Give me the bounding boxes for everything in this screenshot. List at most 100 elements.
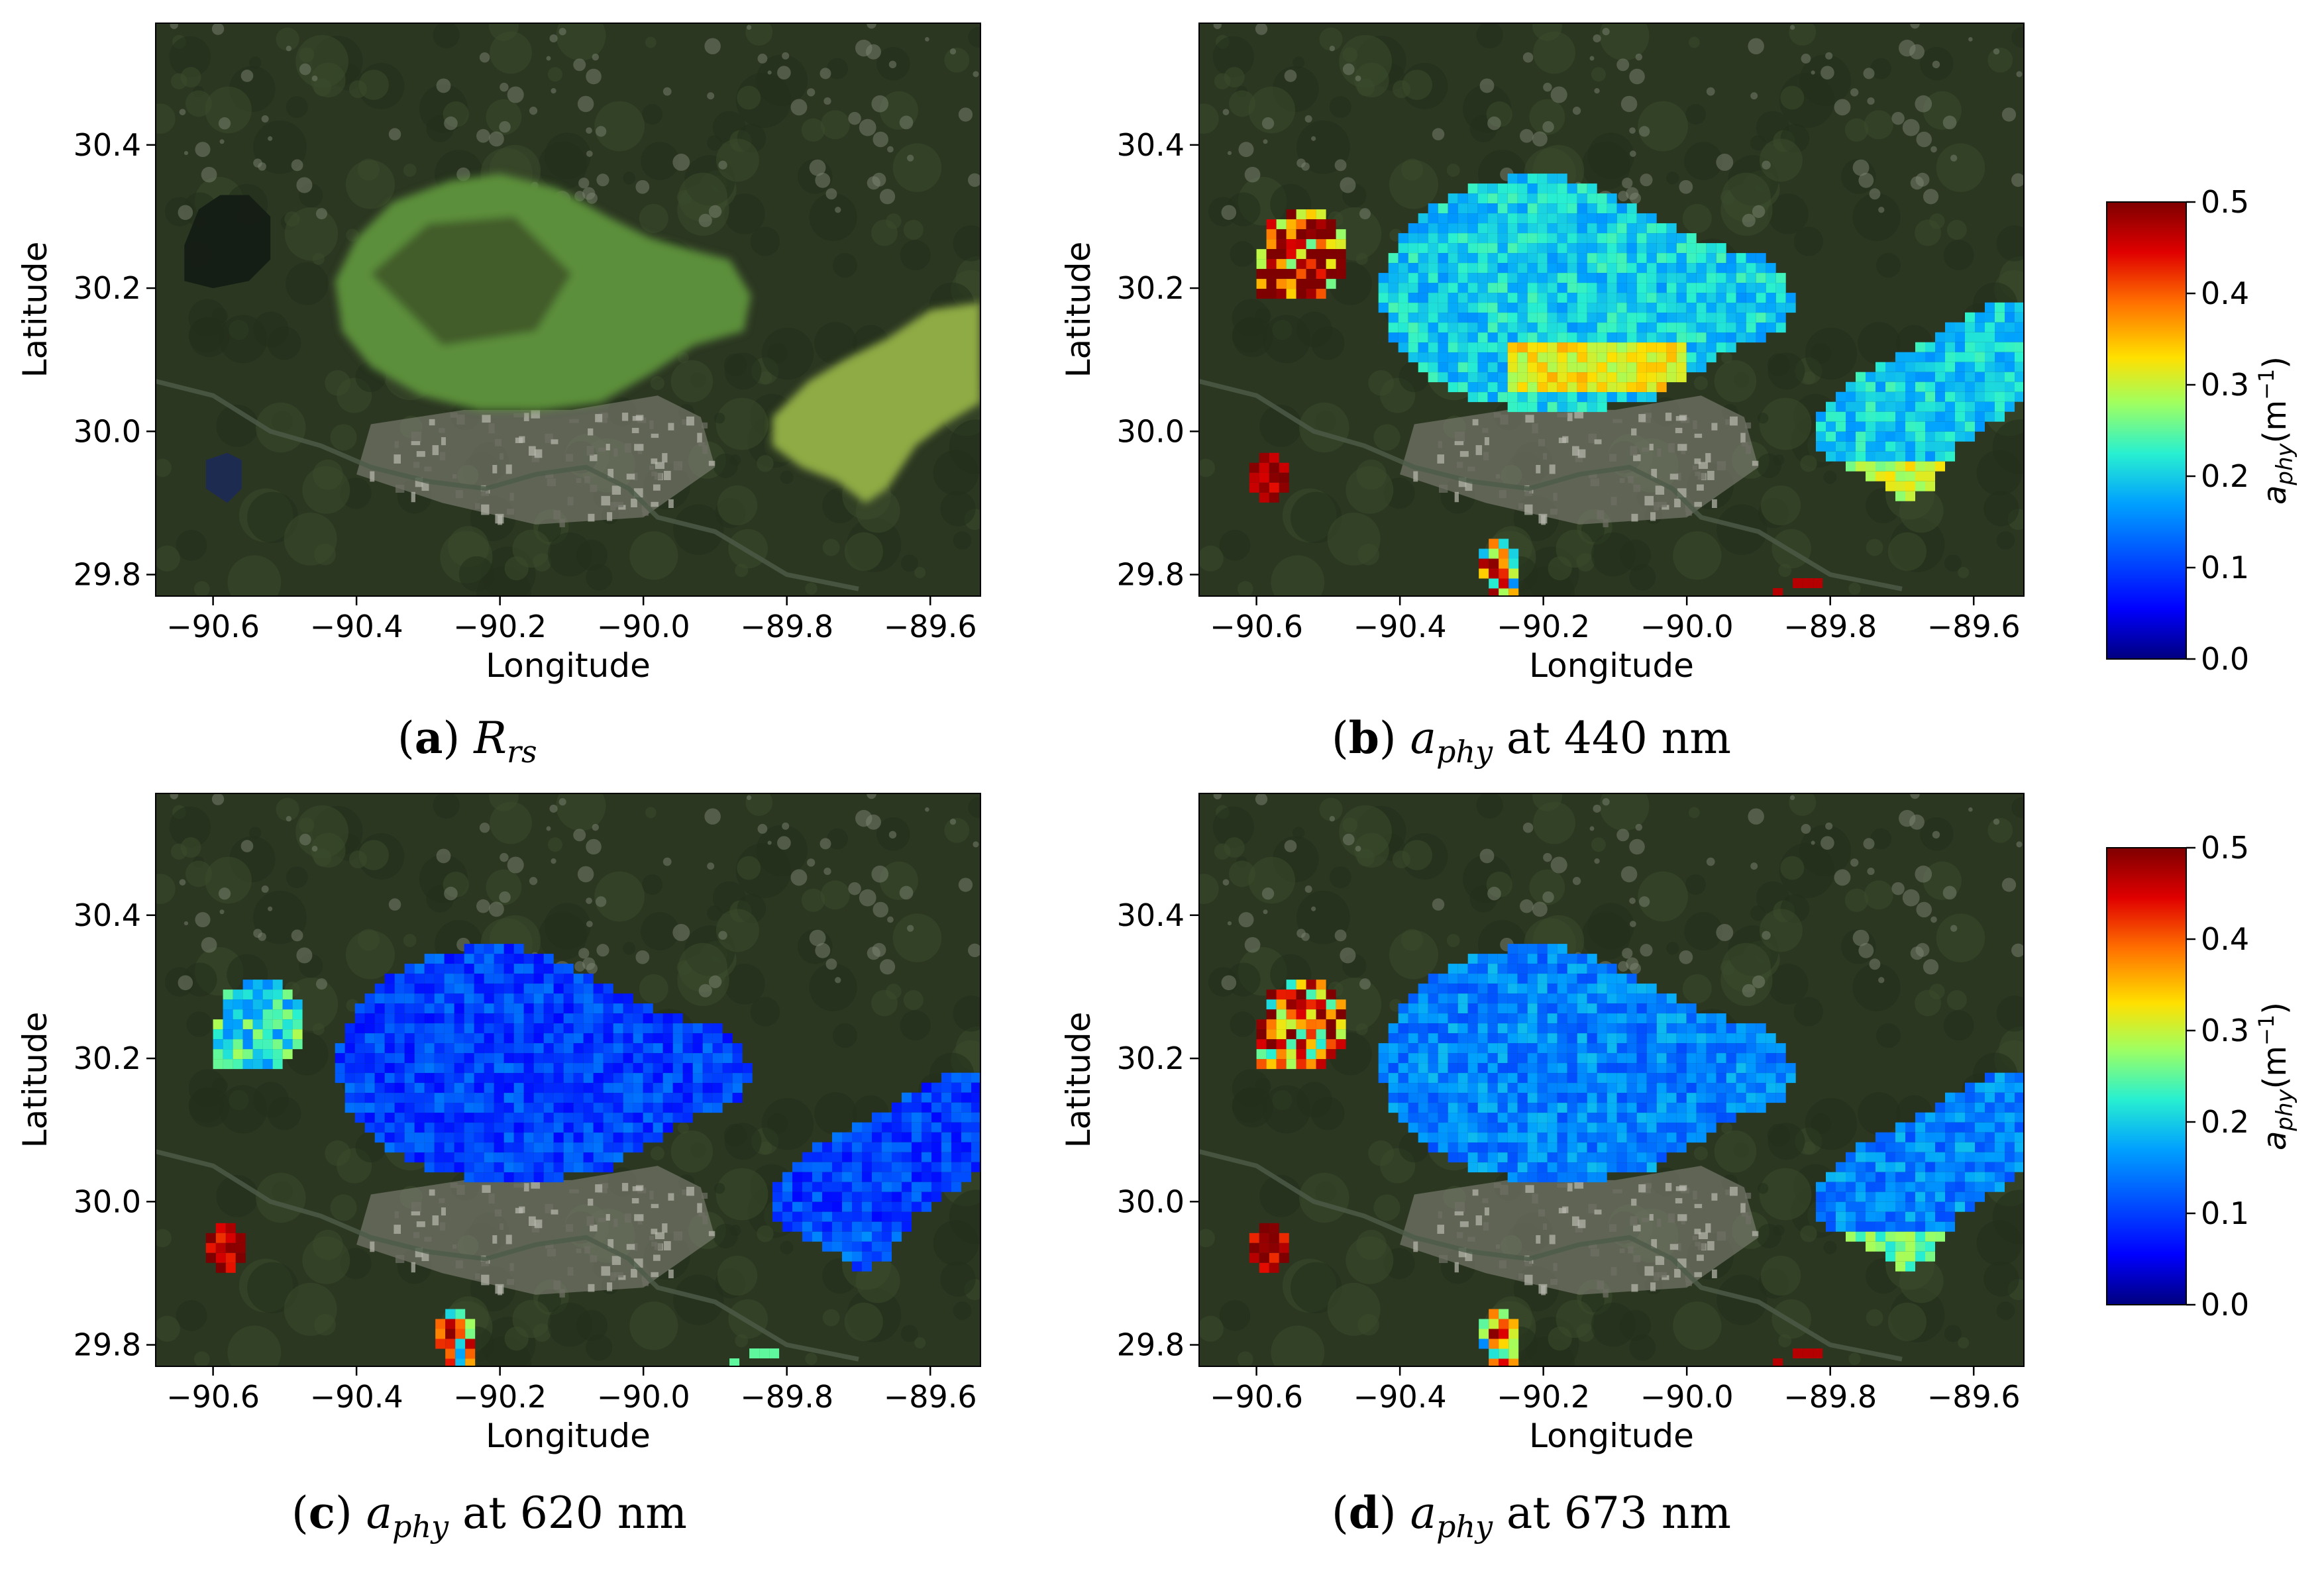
pixel-cell	[613, 1152, 623, 1163]
land-texture	[1296, 120, 1350, 174]
pixel-cell	[1477, 193, 1488, 204]
pixel-cell	[1448, 293, 1458, 303]
pixel-cell	[543, 1123, 554, 1133]
pixel-cell	[1497, 233, 1508, 244]
town	[1867, 867, 1875, 876]
pixel-cell	[1905, 372, 1915, 382]
pixel-cell	[1696, 1103, 1707, 1113]
pixel-cell	[494, 964, 504, 974]
pixel-cell	[223, 1029, 233, 1040]
pixel-cell	[902, 1092, 912, 1103]
land-texture	[504, 556, 529, 581]
pixel-cell	[1438, 273, 1448, 283]
pixel-cell	[682, 1053, 693, 1064]
pixel-cell	[802, 1211, 812, 1222]
pixel-cell	[454, 1083, 464, 1093]
town	[195, 142, 211, 158]
urban-texture	[396, 484, 405, 493]
land-texture	[1224, 837, 1245, 858]
pixel-cell	[653, 1043, 663, 1054]
pixel-cell	[1316, 219, 1326, 230]
pixel-cell	[1656, 342, 1667, 353]
pixel-cell	[1656, 233, 1667, 244]
land-texture	[252, 311, 289, 348]
pixel-cell	[1487, 273, 1498, 283]
pixel-cell	[583, 1013, 594, 1024]
pixel-cell	[1306, 1029, 1316, 1040]
pixel-cell	[1457, 303, 1468, 313]
urban-texture	[649, 1190, 654, 1200]
pixel-cell	[1706, 342, 1717, 353]
pixel-cell	[1636, 993, 1647, 1004]
pixel-cell	[1276, 279, 1287, 289]
pixel-cell	[533, 974, 544, 984]
pixel-cell	[1706, 1013, 1717, 1024]
land-texture	[1476, 793, 1503, 819]
pixel-cell	[912, 1112, 922, 1123]
urban-texture	[588, 1198, 594, 1206]
land-texture	[357, 929, 380, 951]
pixel-cell	[1507, 263, 1518, 274]
pixel-cell	[951, 1102, 961, 1113]
pixel-cell	[464, 1013, 474, 1024]
pixel-cell	[503, 974, 514, 984]
town	[899, 886, 914, 900]
pixel-cell	[1547, 243, 1558, 254]
pixel-cell	[1676, 1013, 1687, 1024]
pixel-cell	[513, 974, 524, 984]
pixel-cell	[1905, 431, 1915, 442]
pixel-cell	[822, 1231, 832, 1242]
pixel-cell	[603, 1063, 613, 1074]
pixel-cell	[1905, 381, 1915, 392]
pixel-cell	[513, 1162, 524, 1173]
pixel-cell	[1935, 372, 1945, 382]
pixel-cell	[1296, 259, 1306, 270]
land-texture	[302, 466, 350, 514]
pixel-cell	[533, 1093, 544, 1103]
pixel-cell	[1666, 243, 1677, 254]
pixel-cell	[961, 1142, 971, 1152]
pixel-cell	[523, 1172, 534, 1183]
land-texture	[1226, 962, 1261, 997]
pixel-cell	[1975, 362, 1985, 372]
pixel-cell	[454, 1043, 464, 1054]
town	[859, 889, 876, 907]
land-texture	[1887, 532, 1927, 571]
pixel-cell	[1507, 273, 1518, 283]
land-texture	[1402, 840, 1432, 870]
town	[596, 944, 609, 957]
town	[1342, 63, 1355, 76]
pixel-cell	[1567, 342, 1577, 353]
pixel-cell	[414, 1133, 425, 1143]
pixel-cell	[882, 1112, 892, 1123]
pixel-cell	[503, 1053, 514, 1064]
pixel-cell	[1517, 203, 1528, 214]
land-texture	[968, 26, 980, 48]
pixel-cell	[1388, 283, 1399, 293]
pixel-cell	[1527, 233, 1538, 244]
pixel-cell	[1507, 1123, 1518, 1133]
pixel-cell	[1626, 1063, 1637, 1074]
pixel-cell	[1499, 538, 1509, 549]
pixel-cell	[1547, 1043, 1558, 1054]
town	[1878, 977, 1885, 984]
pixel-cell	[1537, 1113, 1548, 1123]
town	[1629, 921, 1636, 927]
pixel-cell	[464, 1003, 474, 1014]
pixel-cell	[1557, 1142, 1567, 1153]
pixel-cell	[494, 1033, 504, 1044]
urban-texture	[429, 1189, 435, 1196]
pixel-cell	[1507, 1162, 1518, 1173]
pixel-cell	[272, 1019, 283, 1030]
pixel-cell	[543, 1043, 554, 1054]
pixel-cell	[1577, 243, 1587, 254]
lake-dark-core	[370, 216, 572, 346]
town	[551, 87, 556, 94]
pixel-cell	[2015, 342, 2024, 352]
pixel-cell	[223, 1049, 233, 1060]
pixel-cell	[1925, 441, 1935, 452]
y-tick-label: 30.2	[1117, 1040, 1185, 1076]
pixel-cell	[1567, 293, 1577, 303]
urban-texture	[632, 416, 643, 421]
pixel-cell	[335, 1053, 345, 1064]
